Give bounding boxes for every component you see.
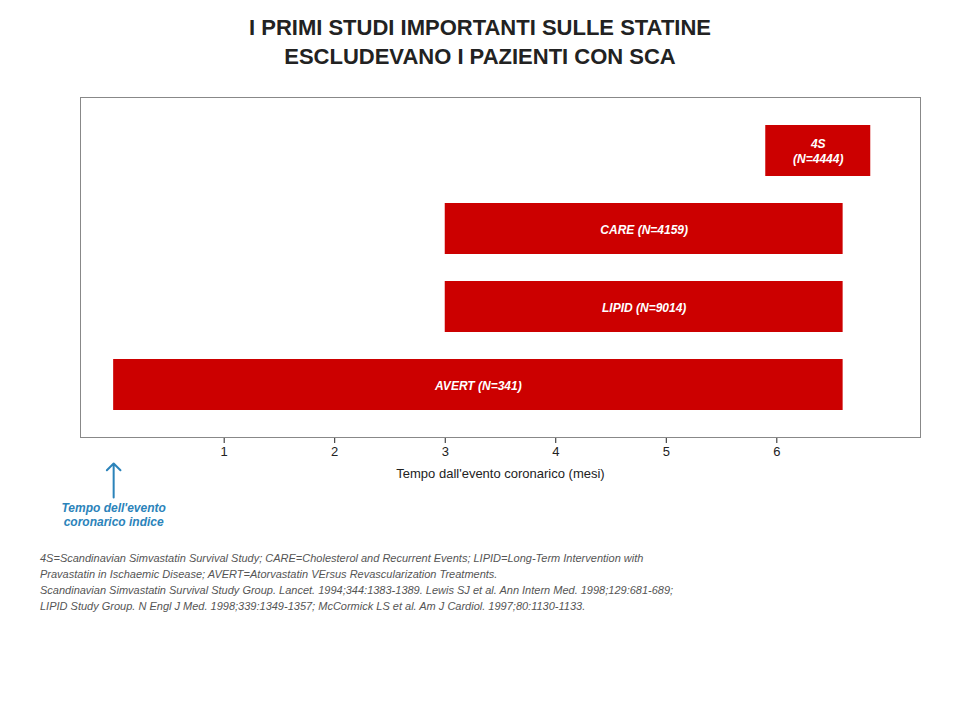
html-text:I PRIMI STUDI IMPORTANTI SULLE: I PRIMI STUDI IMPORTANTI SULLE STATINE E… xyxy=(249,15,711,69)
svg-text:6: 6 xyxy=(773,444,780,459)
html-text:Pravastatin in Ischaemic Disea: Pravastatin in Ischaemic Disease; AVERT=… xyxy=(40,568,498,581)
html-text:Scandinavian Simvastatin Survi: Scandinavian Simvastatin Survival Study … xyxy=(40,584,674,597)
svg-text:Tempo dall'evento coronarico (: Tempo dall'evento coronarico (mesi) xyxy=(396,466,604,481)
html-text:LIPID Study Group. N Engl J Me: LIPID Study Group. N Engl J Med. 1998;33… xyxy=(40,600,586,612)
svg-text:5: 5 xyxy=(663,444,670,459)
svg-text:4S(N=4444): 4S(N=4444) xyxy=(793,138,843,166)
svg-text:AVERT (N=341): AVERT (N=341) xyxy=(434,379,522,393)
svg-text:CARE (N=4159): CARE (N=4159) xyxy=(600,223,688,237)
svg-text:4: 4 xyxy=(552,444,559,459)
svg-text:3: 3 xyxy=(442,444,449,459)
svg-text:LIPID (N=9014): LIPID (N=9014) xyxy=(602,301,686,315)
svg-text:1: 1 xyxy=(221,444,228,459)
html-text:4S=Scandinavian Simvastatin Su: 4S=Scandinavian Simvastatin Survival Stu… xyxy=(40,552,644,565)
svg-text:Tempo dell'eventocoronarico in: Tempo dell'eventocoronarico indice xyxy=(61,501,165,529)
svg-text:2: 2 xyxy=(331,444,338,459)
